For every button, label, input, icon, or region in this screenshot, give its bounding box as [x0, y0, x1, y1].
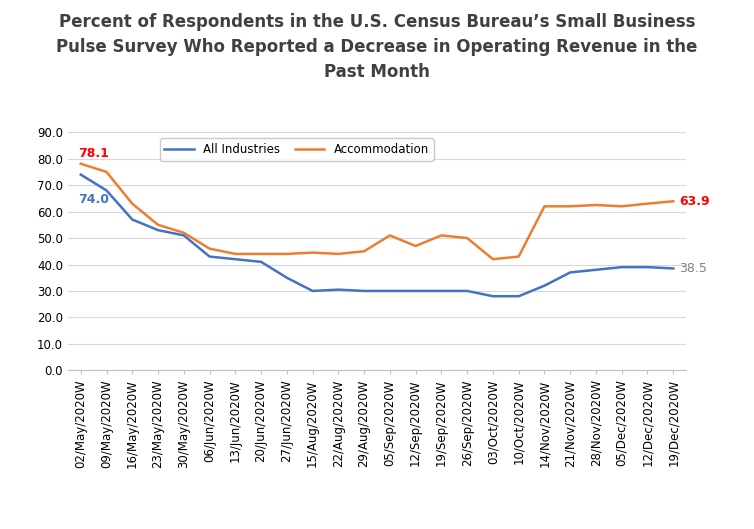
- All Industries: [154, 227, 163, 233]
- Accommodation: [669, 198, 678, 204]
- Accommodation: [334, 251, 343, 257]
- Accommodation: [360, 248, 369, 254]
- Accommodation: [308, 250, 317, 256]
- All Industries: [437, 288, 446, 294]
- Accommodation: [231, 251, 240, 257]
- All Industries: [102, 187, 111, 194]
- All Industries: [514, 293, 523, 299]
- All Industries: [360, 288, 369, 294]
- Accommodation: [566, 203, 575, 209]
- All Industries: [231, 256, 240, 262]
- Text: 74.0: 74.0: [78, 193, 109, 206]
- All Industries: [669, 266, 678, 272]
- All Industries: [643, 264, 652, 270]
- Legend: All Industries, Accommodation: All Industries, Accommodation: [160, 138, 434, 161]
- Text: 38.5: 38.5: [679, 262, 706, 275]
- All Industries: [618, 264, 627, 270]
- All Industries: [411, 288, 420, 294]
- All Industries: [308, 288, 317, 294]
- Accommodation: [643, 200, 652, 207]
- Accommodation: [411, 243, 420, 249]
- Line: All Industries: All Industries: [81, 175, 673, 296]
- All Industries: [463, 288, 472, 294]
- All Industries: [489, 293, 498, 299]
- Accommodation: [489, 256, 498, 262]
- Accommodation: [282, 251, 291, 257]
- Accommodation: [76, 161, 85, 167]
- All Industries: [256, 259, 265, 265]
- All Industries: [205, 253, 214, 260]
- All Industries: [540, 282, 549, 289]
- Text: 63.9: 63.9: [679, 195, 710, 208]
- All Industries: [385, 288, 394, 294]
- Title: Percent of Respondents in the U.S. Census Bureau’s Small Business
Pulse Survey W: Percent of Respondents in the U.S. Censu…: [57, 13, 697, 81]
- All Industries: [76, 171, 85, 178]
- All Industries: [566, 269, 575, 276]
- Accommodation: [256, 251, 265, 257]
- Text: 78.1: 78.1: [78, 147, 109, 160]
- Accommodation: [205, 245, 214, 252]
- Line: Accommodation: Accommodation: [81, 164, 673, 259]
- Accommodation: [463, 235, 472, 241]
- Accommodation: [385, 232, 394, 239]
- All Industries: [591, 267, 600, 273]
- All Industries: [179, 232, 188, 239]
- Accommodation: [540, 203, 549, 209]
- Accommodation: [179, 230, 188, 236]
- Accommodation: [127, 200, 136, 207]
- Accommodation: [591, 202, 600, 208]
- All Industries: [334, 287, 343, 293]
- Accommodation: [437, 232, 446, 239]
- Accommodation: [154, 222, 163, 228]
- All Industries: [282, 275, 291, 281]
- Accommodation: [102, 169, 111, 175]
- All Industries: [127, 216, 136, 223]
- Accommodation: [514, 253, 523, 260]
- Accommodation: [618, 203, 627, 209]
